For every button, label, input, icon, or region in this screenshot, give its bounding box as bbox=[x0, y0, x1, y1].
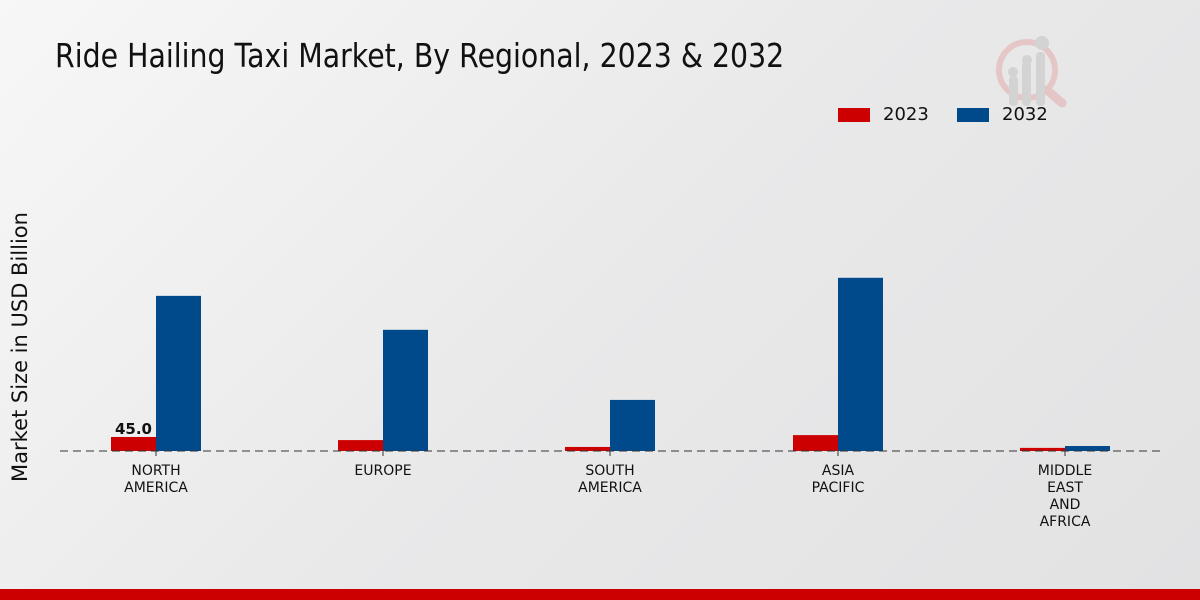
x-tick-label: MIDDLE EAST AND AFRICA bbox=[1038, 463, 1092, 530]
bar-2023-4 bbox=[1020, 447, 1065, 451]
legend-label: 2032 bbox=[1002, 104, 1048, 125]
data-label: 45.0 bbox=[115, 420, 152, 438]
bar-2032-2 bbox=[610, 399, 655, 451]
bar-2023-3 bbox=[793, 435, 838, 451]
bar-2023-2 bbox=[565, 446, 610, 451]
legend-swatch-2032 bbox=[957, 107, 989, 122]
bar-2023-1 bbox=[338, 440, 383, 451]
legend-swatch-2023 bbox=[838, 107, 870, 122]
x-tick-label: ASIA PACIFIC bbox=[812, 463, 865, 496]
x-tick-label: SOUTH AMERICA bbox=[578, 463, 642, 496]
x-tick-label: NORTH AMERICA bbox=[124, 463, 188, 496]
legend-item-2032: 2032 bbox=[957, 104, 1048, 125]
bar-2032-3 bbox=[838, 277, 883, 451]
bar-2032-4 bbox=[1065, 446, 1110, 451]
footer-accent-bar bbox=[0, 589, 1200, 600]
legend-item-2023: 2023 bbox=[838, 104, 929, 125]
bar-2032-0 bbox=[156, 295, 201, 451]
x-tick-label: EUROPE bbox=[354, 463, 411, 479]
legend-label: 2023 bbox=[883, 104, 929, 125]
chart-title: Ride Hailing Taxi Market, By Regional, 2… bbox=[55, 36, 785, 75]
bar-2032-1 bbox=[383, 329, 428, 451]
bar-2023-0 bbox=[111, 436, 156, 451]
